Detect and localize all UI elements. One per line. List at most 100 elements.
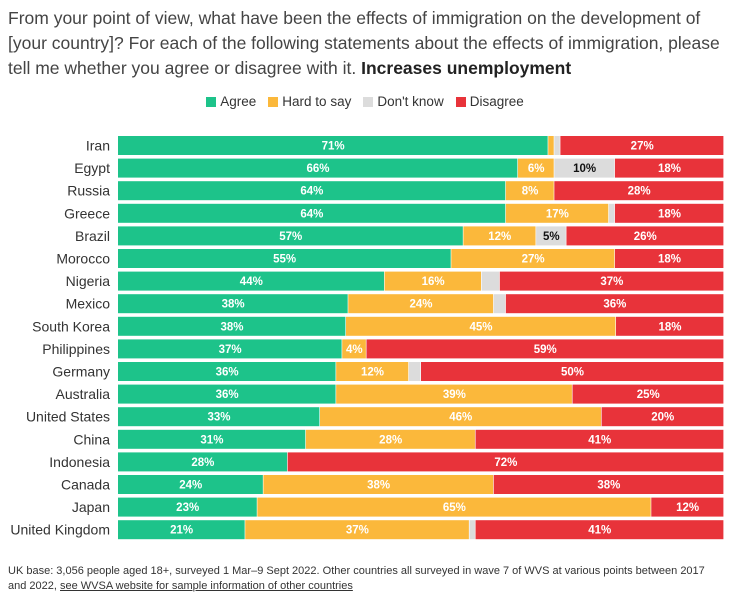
legend-label-disagree: Disagree [469,94,524,109]
data-label-mexico-agree: 38% [222,299,245,311]
data-label-germany-agree: 36% [216,367,239,379]
legend-label-agree: Agree [220,94,257,109]
data-label-south-korea-hard-to-say: 45% [469,321,492,333]
data-label-iran-disagree: 27% [631,141,654,153]
bar-united-states-hard-to-say [320,407,601,427]
data-label-morocco-disagree: 18% [658,254,681,266]
bar-egypt-don-t-know [554,158,615,178]
bar-germany-don-t-know [408,362,421,381]
bar-china-hard-to-say [305,429,475,449]
data-label-japan-hard-to-say: 65% [443,502,466,514]
bar-united-kingdom-disagree [475,520,724,540]
data-label-germany-hard-to-say: 12% [361,367,384,379]
data-label-philippines-hard-to-say: 4% [346,344,363,356]
data-label-egypt-disagree: 18% [658,163,681,175]
data-label-south-korea-disagree: 18% [658,321,681,333]
data-label-united-states-agree: 33% [207,412,230,424]
data-label-brazil-agree: 57% [279,231,302,243]
data-label-canada-agree: 24% [179,480,202,492]
data-label-brazil-don-t-know: 5% [543,231,560,243]
bar-iran-don-t-know [554,136,560,155]
data-label-russia-disagree: 28% [628,186,651,198]
bar-nigeria-disagree [499,271,724,291]
bar-greece-hard-to-say [505,203,609,223]
category-label-indonesia: Indonesia [49,454,110,470]
legend-item-hard-to-say: Hard to say [268,94,351,109]
bar-japan-disagree [651,497,724,517]
data-label-japan-disagree: 12% [676,502,699,514]
category-label-japan: Japan [72,499,110,515]
data-label-brazil-disagree: 26% [634,231,657,243]
category-label-canada: Canada [61,477,110,493]
data-label-australia-agree: 36% [216,389,239,401]
data-label-russia-hard-to-say: 8% [522,186,539,198]
bar-mexico-hard-to-say [348,294,494,314]
data-label-russia-agree: 64% [300,186,323,198]
data-label-china-disagree: 41% [588,434,611,446]
bar-japan-agree [118,497,257,517]
data-label-germany-disagree: 50% [561,367,584,379]
data-label-indonesia-agree: 28% [191,457,214,469]
bar-canada-disagree [493,475,724,494]
bar-japan-hard-to-say [257,497,651,517]
bar-morocco-hard-to-say [451,249,615,268]
data-label-united-kingdom-disagree: 41% [588,525,611,537]
legend-label-hard-to-say: Hard to say [282,94,352,109]
bar-nigeria-hard-to-say [384,271,481,291]
bar-brazil-disagree [566,226,724,246]
data-label-nigeria-agree: 44% [240,276,263,288]
bar-australia-hard-to-say [336,384,572,404]
category-label-morocco: Morocco [56,251,110,267]
category-label-nigeria: Nigeria [66,273,111,289]
data-label-united-states-hard-to-say: 46% [449,412,472,424]
data-label-japan-agree: 23% [176,502,199,514]
bar-indonesia-disagree [287,452,724,472]
data-label-united-kingdom-agree: 21% [170,525,193,537]
data-label-egypt-agree: 66% [306,163,329,175]
bar-russia-agree [118,181,506,201]
bar-egypt-disagree [614,158,724,178]
bar-united-kingdom-hard-to-say [245,520,469,540]
category-label-united-kingdom: United Kingdom [10,522,110,538]
bar-morocco-agree [118,249,451,268]
bar-russia-disagree [554,181,724,201]
bar-iran-agree [118,136,548,155]
bar-china-disagree [475,429,724,449]
category-label-brazil: Brazil [75,228,110,244]
bar-egypt-hard-to-say [517,158,554,178]
data-label-greece-agree: 64% [300,208,323,220]
bar-australia-agree [118,384,336,404]
stacked-bar-chart: Iran 71% 27% Egypt 66% 6% 10% 18% Russia 64% 8% 28%… [10,136,724,540]
bar-canada-hard-to-say [263,475,494,494]
bar-philippines-agree [118,339,342,359]
data-label-brazil-hard-to-say: 12% [488,231,511,243]
data-label-egypt-hard-to-say: 6% [528,163,545,175]
bar-brazil-hard-to-say [463,226,536,246]
data-label-united-kingdom-hard-to-say: 37% [346,525,369,537]
data-label-mexico-hard-to-say: 24% [409,299,432,311]
bar-germany-disagree [421,362,724,381]
bar-philippines-disagree [366,339,724,359]
data-label-china-agree: 31% [200,434,223,446]
legend: Agree Hard to say Don't know Disagree [0,94,730,109]
data-label-morocco-hard-to-say: 27% [522,254,545,266]
legend-swatch-dont-know [363,96,374,107]
data-label-greece-hard-to-say: 17% [546,208,569,220]
data-label-australia-hard-to-say: 39% [443,389,466,401]
legend-item-agree: Agree [206,94,256,109]
legend-swatch-disagree [455,96,466,107]
legend-item-dont-know: Don't know [363,94,444,109]
bar-morocco-disagree [614,249,724,268]
bar-nigeria-don-t-know [481,271,500,291]
category-label-mexico: Mexico [66,296,111,312]
footer-link[interactable]: see WVSA website for sample information … [60,580,353,592]
footer-note: UK base: 3,056 people aged 18+, surveyed… [8,564,726,594]
data-label-south-korea-agree: 38% [220,321,243,333]
data-label-nigeria-hard-to-say: 16% [422,276,445,288]
bar-philippines-hard-to-say [342,339,366,359]
data-label-nigeria-disagree: 37% [600,276,623,288]
bar-united-states-agree [118,407,320,427]
legend-label-dont-know: Don't know [377,94,444,109]
data-label-greece-disagree: 18% [658,208,681,220]
bar-south-korea-hard-to-say [346,316,616,336]
